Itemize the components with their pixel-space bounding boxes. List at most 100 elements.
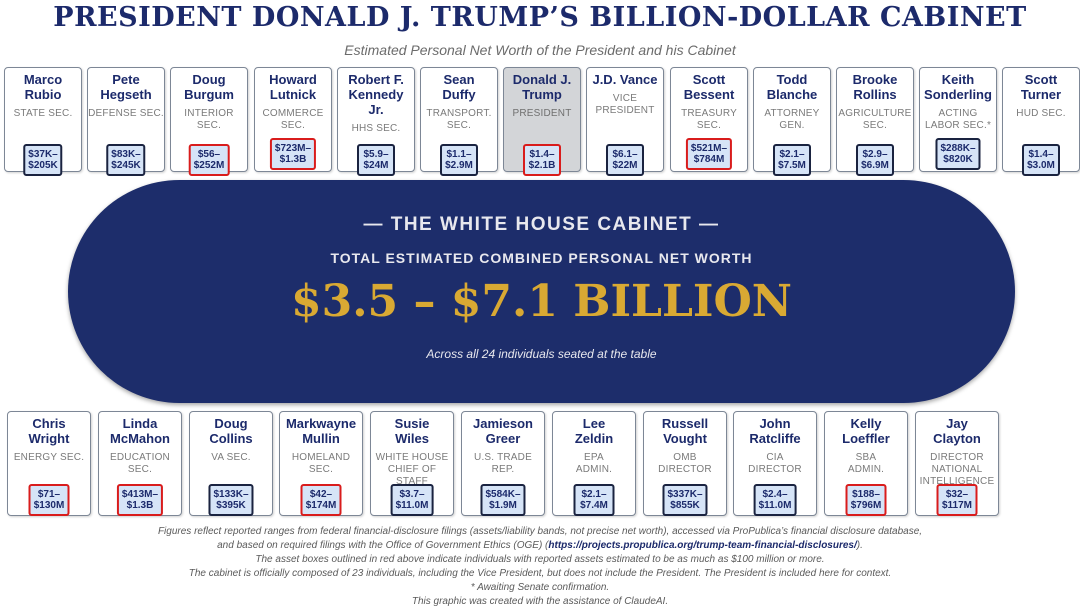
net-worth-badge: $83K–$245K <box>106 144 146 176</box>
cabinet-member-card: Keith Sonderling ACTING LABOR SEC.* $288K–… <box>919 67 997 172</box>
member-name: J.D. Vance <box>592 72 658 87</box>
cabinet-member-card: Susie Wiles WHITE HOUSE CHIEF OF STAFF $3.… <box>370 411 454 516</box>
cabinet-member-card: Lee Zeldin EPA ADMIN. $2.1–$7.4M <box>552 411 636 516</box>
member-role: ATTORNEY GEN. <box>764 108 820 131</box>
member-name: Markwayne Mullin <box>285 416 357 446</box>
cabinet-member-card: Jamieson Greer U.S. TRADE REP. $584K–$1.9M <box>461 411 545 516</box>
member-role: AGRICULTURE SEC. <box>838 108 912 131</box>
member-name: Linda McMahon <box>110 416 170 446</box>
cabinet-member-card: Linda McMahon EDUCATION SEC. $413M–$1.3B <box>98 411 182 516</box>
cabinet-subheading: TOTAL ESTIMATED COMBINED PERSONAL NET WO… <box>330 250 753 266</box>
member-role: HOMELAND SEC. <box>291 452 351 475</box>
member-role: SBA ADMIN. <box>847 452 885 475</box>
net-worth-badge: $2.4–$11.0M <box>753 484 797 516</box>
footer-line: The cabinet is officially composed of 23… <box>188 568 892 579</box>
net-worth-badge: $32–$117M <box>936 484 978 516</box>
member-role: OMB DIRECTOR <box>658 452 712 475</box>
net-worth-badge: $1.1–$2.9M <box>440 144 478 176</box>
net-worth-badge: $521M– $784M <box>685 138 733 170</box>
net-worth-badge: $188–$796M <box>845 484 887 516</box>
cabinet-member-card: Scott Bessent TREASURY SEC. $521M– $784M <box>670 67 748 172</box>
member-role: EDUCATION SEC. <box>110 452 170 475</box>
net-worth-badge: $1.4–$3.0M <box>1022 144 1060 176</box>
net-worth-badge: $2.1–$7.4M <box>573 484 615 516</box>
cabinet-member-card: Doug Burgum INTERIOR SEC. $56–$252M <box>170 67 248 176</box>
member-name: Jamieson Greer <box>473 416 533 446</box>
member-role: VICE PRESIDENT <box>595 93 655 116</box>
member-role: INTERIOR SEC. <box>184 108 234 131</box>
net-worth-badge: $2.9–$6.9M <box>856 144 894 176</box>
net-worth-badge: $723M– $1.3B <box>269 138 317 170</box>
net-worth-badge: $56–$252M <box>188 144 230 176</box>
member-role: HHS SEC. <box>351 123 401 134</box>
net-worth-badge: $584K–$1.9M <box>480 484 526 516</box>
footer-line: This graphic was created with the assist… <box>411 596 669 607</box>
net-worth-badge: $413M–$1.3B <box>116 484 164 516</box>
footer-text: ). <box>856 540 863 551</box>
cabinet-member-card: Marco Rubio STATE SEC. $37K–$205K <box>4 67 82 176</box>
net-worth-badge: $6.1–$22M <box>606 144 644 176</box>
footer-line: * Awaiting Senate confirmation. <box>470 582 610 593</box>
cabinet-member-card: Sean Duffy TRANSPORT. SEC. $1.1–$2.9M <box>420 67 498 176</box>
cabinet-member-card: Brooke Rollins AGRICULTURE SEC. $2.9–$6.9M <box>836 67 914 176</box>
cabinet-member-card: John Ratcliffe CIA DIRECTOR $2.4–$11.0M <box>733 411 817 516</box>
member-role: HUD SEC. <box>1016 108 1066 119</box>
member-name: Scott Turner <box>1020 72 1062 102</box>
net-worth-badge: $71–$130M <box>28 484 70 516</box>
net-worth-badge: $288K– $820K <box>935 138 981 170</box>
cabinet-member-card: Scott Turner HUD SEC. $1.4–$3.0M <box>1002 67 1080 176</box>
cabinet-member-card: Doug Collins VA SEC. $133K–$395K <box>189 411 273 516</box>
member-name: Doug Collins <box>209 416 253 446</box>
cabinet-member-card: Robert F. Kennedy Jr. HHS SEC. $5.9–$24M <box>337 67 415 176</box>
propublica-link[interactable]: https://projects.propublica.org/trump-te… <box>548 540 857 551</box>
member-name: Susie Wiles <box>394 416 430 446</box>
cabinet-member-card: Pete Hegseth DEFENSE SEC. $83K–$245K <box>87 67 165 176</box>
net-worth-badge: $42–$174M <box>300 484 342 516</box>
cabinet-member-card: Chris Wright ENERGY SEC. $71–$130M <box>7 411 91 516</box>
member-name: Chris Wright <box>28 416 70 446</box>
member-role: PRESIDENT <box>512 108 572 119</box>
net-worth-badge: $37K–$205K <box>23 144 63 176</box>
net-worth-badge: $1.4–$2.1B <box>523 144 561 176</box>
member-role: DIRECTOR NATIONAL INTELLIGENCE <box>919 452 995 487</box>
member-role: VA SEC. <box>211 452 251 463</box>
president-card: Donald J. Trump PRESIDENT $1.4–$2.1B <box>503 67 581 176</box>
member-name: Brooke Rollins <box>852 72 898 102</box>
net-worth-badge: $5.9–$24M <box>357 144 395 176</box>
member-name: Scott Bessent <box>683 72 735 102</box>
cabinet-note: Across all 24 individuals seated at the … <box>426 347 657 361</box>
page-title: PRESIDENT DONALD J. TRUMP’S BILLION-DOLL… <box>53 2 1027 33</box>
member-role: COMMERCE SEC. <box>262 108 324 131</box>
footer-text: and based on required filings with the O… <box>217 540 549 551</box>
member-name: Pete Hegseth <box>100 72 152 102</box>
cabinet-member-card: J.D. Vance VICE PRESIDENT $6.1–$22M <box>586 67 664 176</box>
cabinet-member-card: Kelly Loeffler SBA ADMIN. $188–$796M <box>824 411 908 516</box>
member-name: Robert F. Kennedy Jr. <box>348 72 404 117</box>
page-subtitle: Estimated Personal Net Worth of the Pres… <box>344 42 736 58</box>
net-worth-badge: $3.7–$11.0M <box>390 484 434 516</box>
member-name: Howard Lutnick <box>269 72 317 102</box>
cabinet-member-card: Jay Clayton DIRECTOR NATIONAL INTELLIGENC… <box>915 411 999 516</box>
cabinet-member-card: Todd Blanche ATTORNEY GEN. $2.1–$7.5M <box>753 67 831 176</box>
member-role: ACTING LABOR SEC.* <box>924 108 992 131</box>
member-name: Donald J. Trump <box>512 72 572 102</box>
member-role: TREASURY SEC. <box>681 108 737 131</box>
member-role: U.S. TRADE REP. <box>474 452 532 475</box>
member-name: Jay Clayton <box>933 416 981 446</box>
net-worth-badge: $133K–$395K <box>208 484 254 516</box>
cabinet-heading: — THE WHITE HOUSE CABINET — <box>363 214 720 235</box>
cabinet-member-card: Howard Lutnick COMMERCE SEC. $723M– $1.3B <box>254 67 332 172</box>
cabinet-total-panel: — THE WHITE HOUSE CABINET — TOTAL ESTIMA… <box>68 180 1015 403</box>
member-role: EPA ADMIN. <box>575 452 613 475</box>
member-role: WHITE HOUSE CHIEF OF STAFF <box>375 452 449 487</box>
member-name: Keith Sonderling <box>924 72 992 102</box>
footer-line: and based on required filings with the O… <box>0 539 1080 553</box>
member-name: Kelly Loeffler <box>842 416 890 446</box>
member-name: Russell Vought <box>661 416 709 446</box>
member-name: Lee Zeldin <box>574 416 614 446</box>
net-worth-badge: $337K–$855K <box>662 484 708 516</box>
member-name: Doug Burgum <box>184 72 234 102</box>
net-worth-badge: $2.1–$7.5M <box>773 144 811 176</box>
member-role: TRANSPORT. SEC. <box>426 108 492 131</box>
member-role: DEFENSE SEC. <box>88 108 164 119</box>
